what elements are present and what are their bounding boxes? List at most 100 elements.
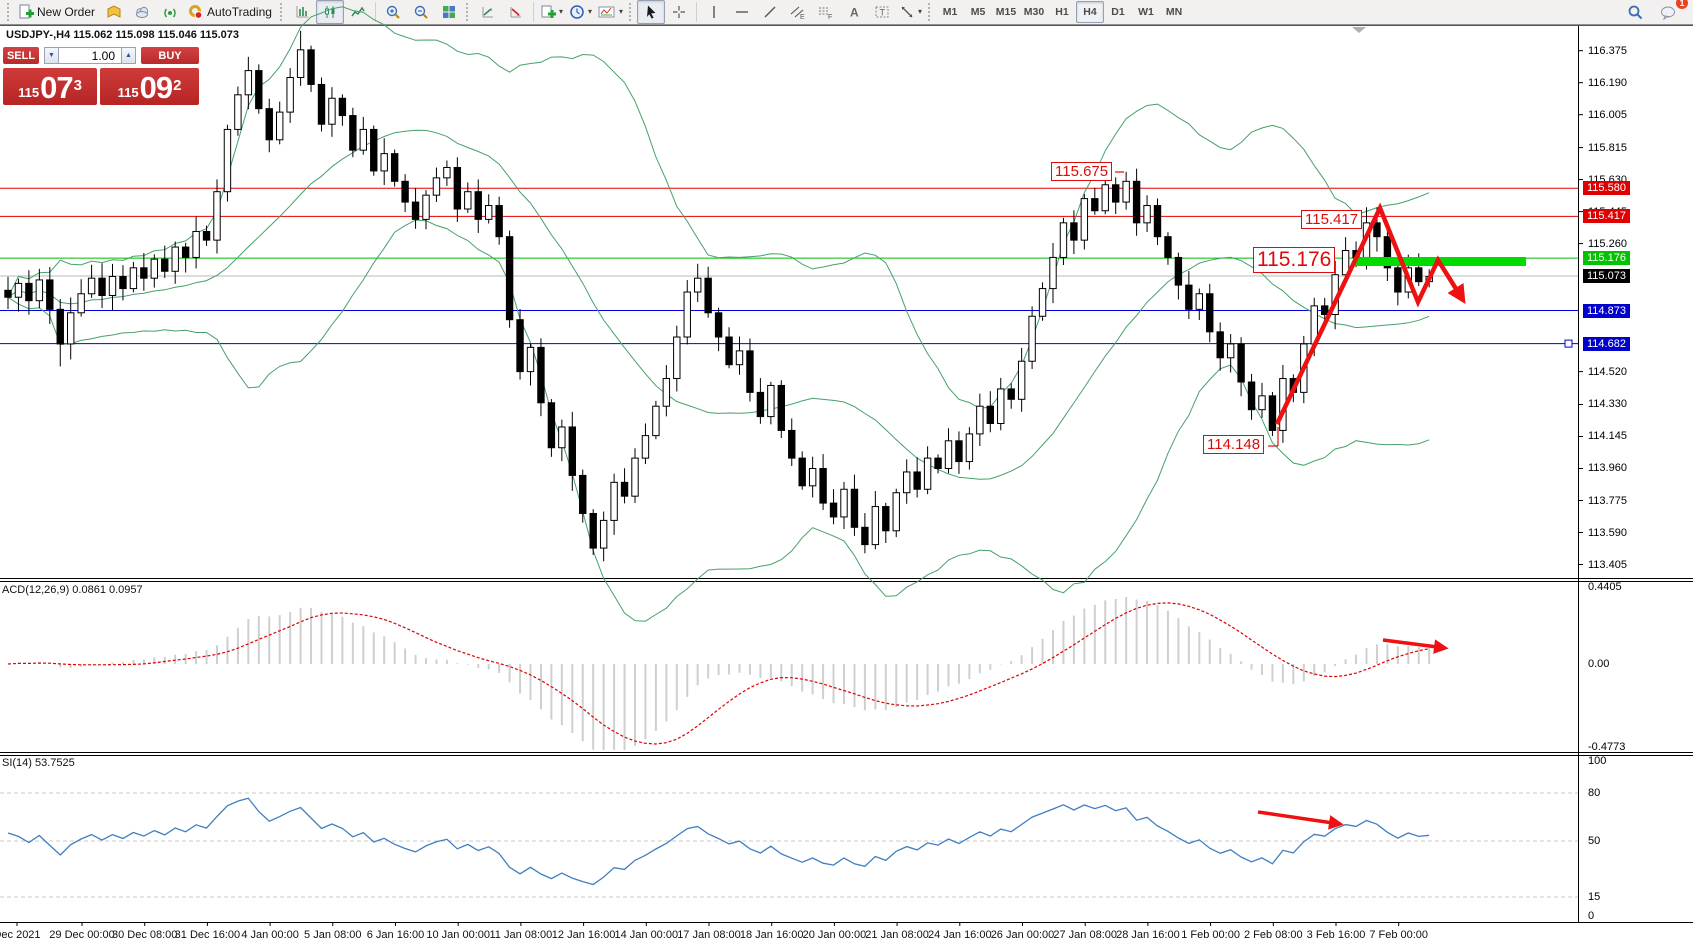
- search-button[interactable]: [1621, 0, 1649, 24]
- price-annotation-115.675[interactable]: 115.675: [1051, 162, 1113, 182]
- templates-button[interactable]: ▾: [595, 0, 626, 24]
- period-button[interactable]: ▾: [566, 0, 595, 24]
- timeframe-button-D1[interactable]: D1: [1111, 6, 1125, 18]
- trend-arrow-main[interactable]: [1274, 202, 1466, 425]
- toolbar-drag-handle[interactable]: [279, 3, 285, 21]
- crosshair-tool-button[interactable]: [665, 0, 693, 24]
- hline-handle[interactable]: [1564, 339, 1573, 348]
- timeframe-button-M5[interactable]: M5: [970, 6, 986, 18]
- macd-panel: [7, 596, 1431, 750]
- toolbar-drag-handle[interactable]: [465, 3, 471, 21]
- bb-lower: [7, 219, 1430, 622]
- line-chart-icon: [351, 6, 365, 17]
- price-annotation-115.176[interactable]: 115.176: [1253, 247, 1336, 274]
- toolbar-drag-handle[interactable]: [7, 3, 12, 21]
- time-label: 1 Feb 00:00: [1181, 929, 1240, 941]
- zoom-out-icon: [414, 5, 428, 19]
- volume-input[interactable]: 1.00: [59, 47, 121, 64]
- drawing-objects[interactable]: [1115, 171, 1526, 830]
- timeframe-button-MN[interactable]: MN: [1165, 6, 1183, 18]
- zoom-in-button[interactable]: [379, 0, 407, 24]
- profile-down-icon: [510, 7, 521, 18]
- text-icon: A: [850, 6, 859, 20]
- sell-price-prefix: 115: [18, 85, 40, 100]
- time-label: 10 Jan 00:00: [426, 929, 490, 941]
- sell-price-box[interactable]: 115 07 3: [3, 68, 97, 105]
- time-label: 27 Jan 08:00: [1053, 929, 1117, 941]
- rsi-axis-tick: 100: [1588, 755, 1607, 767]
- label-icon: T: [875, 6, 889, 18]
- timeframe-group: M1 M5 M15 M30 H1 H4 D1 W1 MN: [936, 1, 1188, 23]
- equidistant-channel-tool[interactable]: E: [784, 0, 812, 24]
- time-label: 5 Jan 08:00: [304, 929, 362, 941]
- profile-short-button[interactable]: [502, 0, 530, 24]
- notifications-button[interactable]: 1: [1655, 0, 1688, 24]
- signal-icon: [164, 8, 176, 18]
- vertical-line-tool[interactable]: [700, 0, 728, 24]
- signals-button[interactable]: [156, 0, 184, 24]
- macd-signal-line: [7, 602, 1430, 745]
- volume-decrease-button[interactable]: ▼: [44, 47, 59, 64]
- line-chart-mode-button[interactable]: [344, 0, 372, 24]
- price-annotation-114.148[interactable]: 114.148: [1203, 435, 1265, 455]
- candlestick-mode-button[interactable]: [315, 0, 344, 24]
- new-chart-button[interactable]: ▾: [537, 0, 566, 24]
- zoom-out-button[interactable]: [407, 0, 435, 24]
- clock-icon: [570, 5, 584, 19]
- price-list-button[interactable]: [100, 0, 128, 24]
- horizontal-line-tool[interactable]: [728, 0, 756, 24]
- shapes-tool[interactable]: ▾: [896, 0, 925, 24]
- chart-shift-marker: [1352, 27, 1366, 33]
- price-annotation-115.417[interactable]: 115.417: [1301, 210, 1363, 230]
- time-label: 12 Jan 16:00: [551, 929, 616, 941]
- price-tick: 113.590: [1588, 526, 1627, 539]
- bb-middle: [7, 129, 1430, 480]
- buy-button[interactable]: BUY: [141, 47, 199, 64]
- new-order-button[interactable]: New Order: [15, 0, 100, 24]
- new-chart-icon: [541, 5, 556, 18]
- bar-chart-icon: [296, 6, 308, 18]
- macd-indicator-label: ACD(12,26,9) 0.0861 0.0957: [2, 584, 143, 596]
- timeframe-button-H1[interactable]: H1: [1055, 6, 1069, 18]
- timeframe-button-H4[interactable]: H4: [1076, 1, 1105, 23]
- buy-price-prefix: 115: [117, 85, 139, 100]
- toolbar-drag-handle[interactable]: [629, 3, 634, 21]
- profile-long-button[interactable]: [474, 0, 502, 24]
- fibonacci-tool[interactable]: F: [812, 0, 840, 24]
- time-label: 11 Jan 08:00: [489, 929, 553, 941]
- toolbar-drag-handle[interactable]: [928, 3, 933, 21]
- time-label: 4 Jan 00:00: [241, 929, 299, 941]
- time-label: 29 Dec 00:00: [49, 929, 115, 941]
- svg-text:E: E: [800, 14, 805, 20]
- bar-chart-mode-button[interactable]: [288, 0, 316, 24]
- rsi-panel: [0, 792, 1578, 898]
- time-label: 6 Jan 16:00: [366, 929, 425, 941]
- sell-price-main: 07: [40, 70, 73, 105]
- volume-increase-button[interactable]: ▲: [121, 47, 136, 64]
- tile-windows-button[interactable]: [435, 0, 463, 24]
- sell-button[interactable]: SELL: [3, 47, 39, 64]
- time-label: 21 Jan 08:00: [865, 929, 929, 941]
- trend-arrow-rsi[interactable]: [1257, 810, 1344, 830]
- rsi-axis-tick: 15: [1588, 891, 1601, 903]
- text-label-tool[interactable]: T: [868, 0, 896, 24]
- cloud-icon: [136, 6, 149, 18]
- timeframe-button-W1[interactable]: W1: [1138, 6, 1154, 18]
- rsi-axis-tick: 50: [1588, 835, 1601, 847]
- timeframe-button-M1[interactable]: M1: [942, 6, 958, 18]
- text-tool[interactable]: A: [840, 0, 868, 24]
- buy-price-box[interactable]: 115 09 2: [100, 68, 199, 105]
- svg-text:A: A: [850, 6, 859, 20]
- trend-arrow-macd[interactable]: [1382, 638, 1449, 654]
- cursor-tool-button[interactable]: [637, 0, 665, 24]
- rsi-axis-tick: 0: [1588, 910, 1595, 923]
- rsi-axis-tick: 80: [1588, 787, 1601, 799]
- trendline-tool[interactable]: [756, 0, 784, 24]
- autotrading-button[interactable]: AutoTrading: [184, 0, 277, 24]
- arrows-icon: [901, 6, 913, 18]
- timeframe-button-M15[interactable]: M15: [995, 6, 1017, 18]
- data-window-button[interactable]: [128, 0, 156, 24]
- timeframe-button-M30[interactable]: M30: [1023, 6, 1045, 18]
- price-tick: 116.190: [1588, 76, 1627, 89]
- channel-icon: E: [790, 6, 805, 20]
